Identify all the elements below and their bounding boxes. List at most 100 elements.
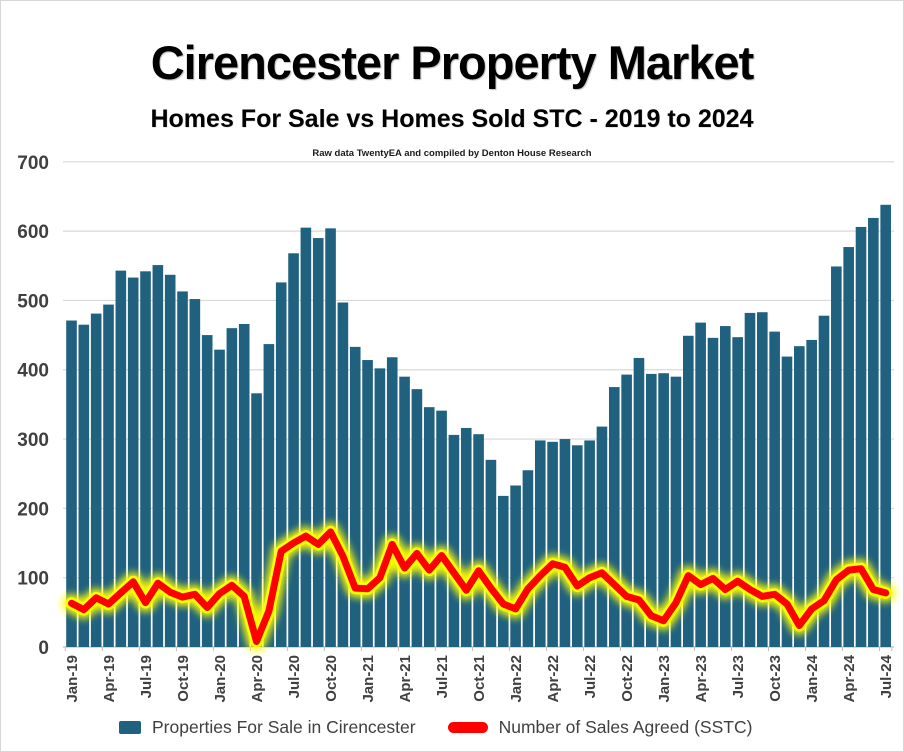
bar — [275, 282, 287, 647]
bar-series-properties-for-sale — [66, 204, 891, 648]
bar — [732, 337, 743, 647]
bar — [831, 266, 842, 647]
x-axis-tick-label: Apr-21 — [397, 655, 414, 703]
bar — [325, 228, 336, 647]
x-axis-tick-label: Jul-23 — [730, 655, 747, 698]
bar — [177, 291, 188, 647]
bar — [794, 346, 805, 647]
line-series-swatch-icon — [447, 722, 488, 733]
bar — [683, 335, 694, 647]
x-axis-tick-label: Apr-22 — [545, 655, 562, 703]
legend-item-for-sale: Properties For Sale in Cirencester — [119, 717, 416, 738]
line-series-sales-agreed — [62, 522, 896, 651]
bar — [781, 356, 793, 647]
bar — [818, 315, 830, 647]
legend-label-for-sale: Properties For Sale in Cirencester — [152, 717, 416, 737]
bar — [78, 324, 90, 647]
bar — [868, 217, 879, 647]
bar — [670, 376, 682, 647]
x-axis-tick-label: Oct-21 — [471, 655, 488, 702]
bar — [460, 427, 472, 647]
x-axis-tick-label: Apr-20 — [249, 655, 266, 703]
x-axis-tick-label: Jan-19 — [64, 655, 81, 703]
bar — [880, 204, 891, 648]
bar — [399, 376, 410, 647]
bar — [115, 270, 127, 647]
bar — [855, 226, 867, 647]
x-axis-tick-label: Jan-23 — [656, 655, 673, 703]
bar — [103, 304, 114, 647]
legend-label-sales-agreed: Number of Sales Agreed (SSTC) — [498, 717, 753, 737]
x-axis-tick-label: Oct-20 — [323, 655, 340, 702]
x-axis-tick-label: Oct-22 — [619, 655, 636, 702]
x-axis-tick-label: Jul-22 — [582, 655, 599, 698]
bar — [448, 434, 460, 647]
bar — [127, 277, 139, 647]
bar — [633, 357, 645, 647]
bar — [658, 373, 669, 647]
x-axis-tick-label: Apr-24 — [841, 654, 858, 702]
bar — [140, 271, 151, 647]
bar — [608, 387, 620, 647]
y-axis-tick-label: 200 — [17, 499, 49, 520]
bar — [374, 368, 386, 647]
bar — [411, 389, 423, 647]
x-axis-tick-label: Oct-19 — [175, 655, 192, 702]
bar — [90, 313, 102, 647]
bar — [312, 238, 324, 647]
bar — [337, 302, 349, 647]
x-axis-labels: Jan-19 Apr-19 Jul-19 Oct-19 Jan-20 Apr-20 Jul-… — [64, 654, 895, 702]
bar — [720, 326, 731, 647]
bar — [201, 335, 213, 647]
x-axis-tick-label: Jan-24 — [804, 654, 821, 702]
x-axis-tick-label: Jan-20 — [212, 655, 229, 703]
bar — [707, 337, 719, 647]
x-axis-ticks — [64, 647, 893, 651]
bar — [571, 445, 583, 647]
y-axis-tick-label: 600 — [17, 222, 49, 243]
legend: Properties For Sale in Cirencester Numbe… — [119, 717, 752, 738]
chart-title: Cirencester Property Market — [150, 36, 755, 89]
y-axis-tick-label: 0 — [38, 638, 49, 659]
x-axis-tick-label: Apr-19 — [101, 655, 118, 703]
bar — [251, 393, 262, 647]
bar — [436, 410, 447, 647]
bar — [423, 407, 435, 647]
bar — [744, 312, 756, 647]
bar — [547, 441, 558, 647]
bar — [362, 360, 373, 647]
bar — [497, 495, 509, 647]
x-axis-tick-label: Jul-19 — [138, 655, 155, 698]
legend-item-sales-agreed: Number of Sales Agreed (SSTC) — [447, 717, 753, 738]
bar — [559, 439, 571, 647]
sales-line — [68, 528, 890, 645]
bar — [288, 253, 299, 647]
bar — [263, 344, 275, 647]
bar — [843, 247, 854, 647]
bar — [522, 470, 534, 647]
bar — [584, 440, 595, 647]
x-axis-tick-label: Oct-23 — [767, 655, 784, 702]
bar — [596, 426, 608, 647]
x-axis-tick-label: Jan-22 — [508, 655, 525, 703]
bar — [621, 374, 632, 647]
bar — [510, 485, 521, 647]
bar — [485, 459, 497, 647]
y-axis-tick-label: 400 — [17, 361, 49, 382]
x-axis-tick-label: Jan-21 — [360, 655, 377, 703]
source-note: Raw data TwentyEA and compiled by Denton… — [312, 148, 592, 159]
bar — [164, 274, 176, 647]
bar — [386, 357, 398, 647]
bar — [534, 440, 546, 647]
bar — [238, 323, 250, 647]
bar — [152, 265, 164, 647]
bar — [226, 328, 238, 647]
bar — [757, 312, 768, 647]
y-axis-tick-label: 300 — [17, 430, 49, 451]
bar — [695, 322, 706, 647]
bar — [645, 373, 657, 647]
bar — [473, 434, 484, 647]
chart-subtitle: Homes For Sale vs Homes Sold STC - 2019 … — [150, 105, 754, 133]
